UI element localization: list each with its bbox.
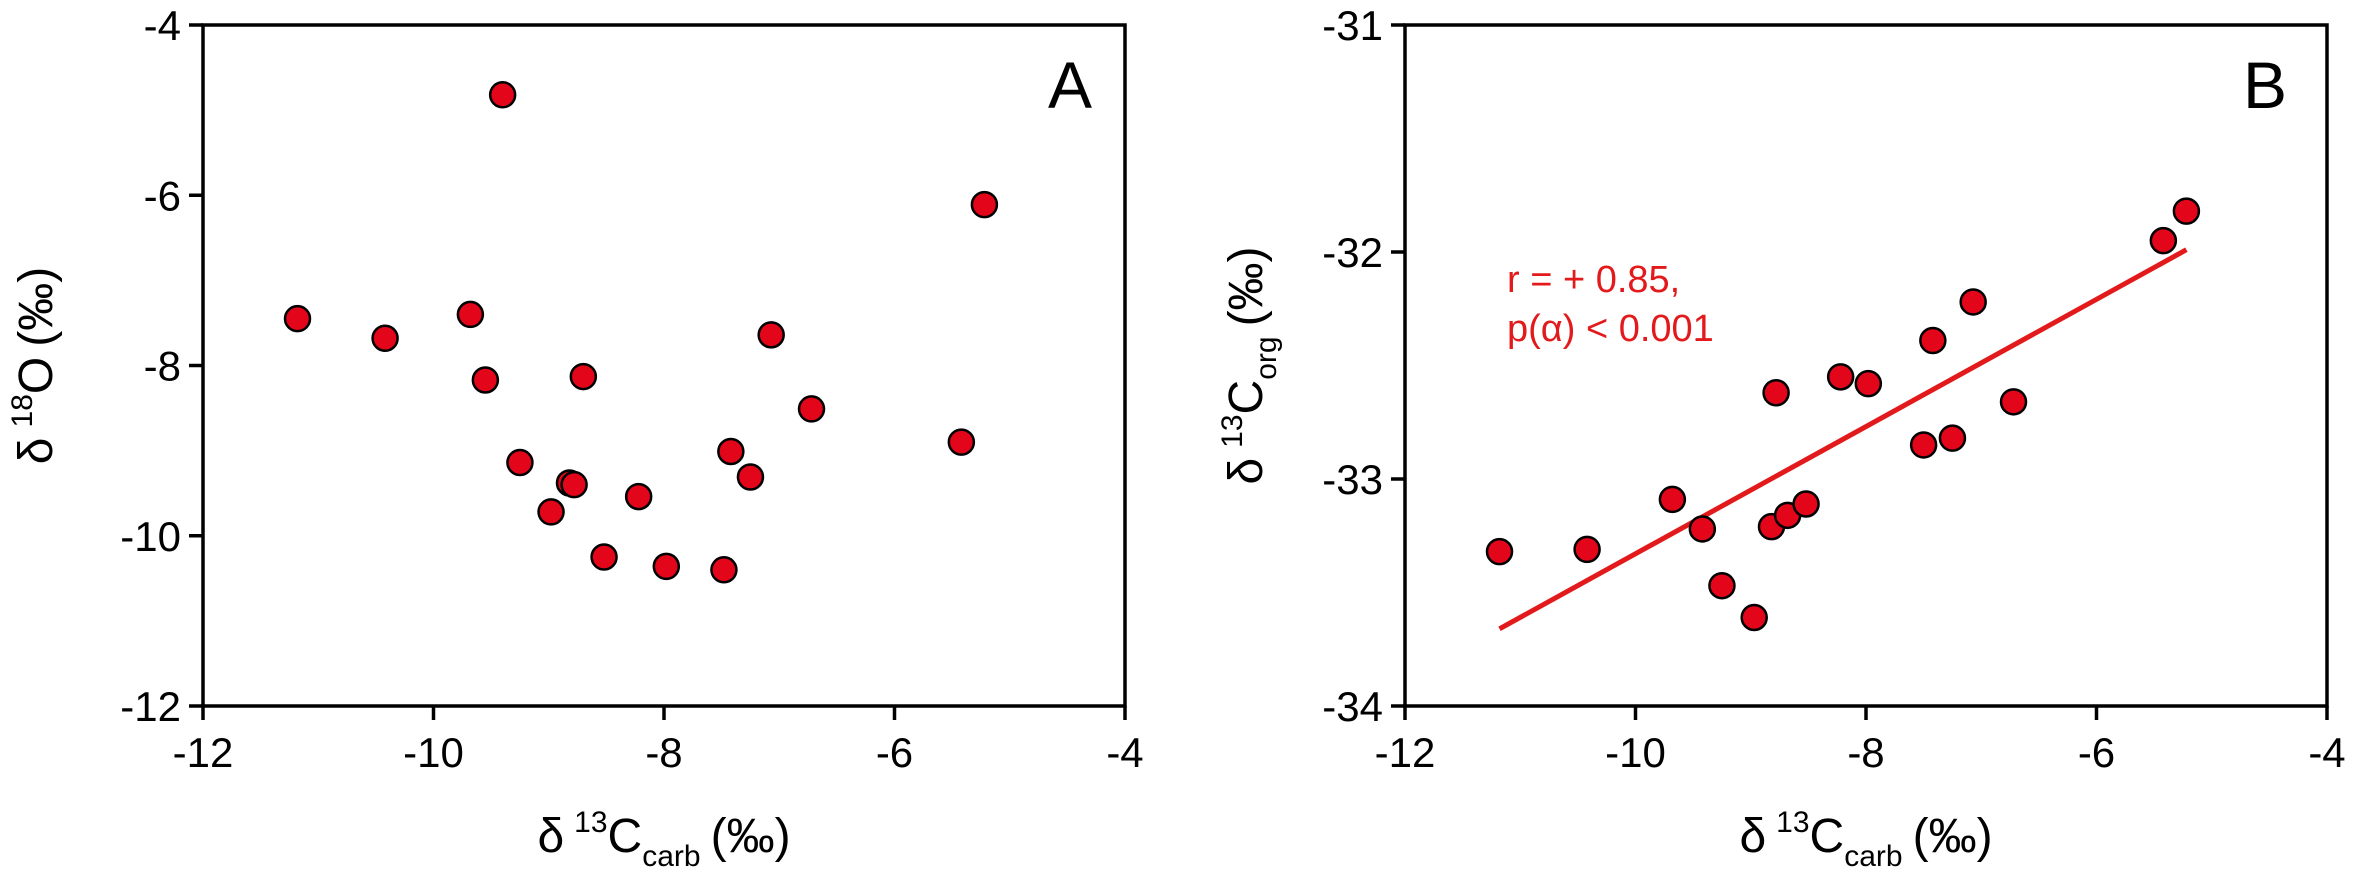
y-tick-label: -4 bbox=[144, 2, 181, 49]
x-axis-label: δ 13Ccarb (‰) bbox=[1739, 806, 1992, 868]
data-point bbox=[1959, 288, 1987, 316]
data-point bbox=[1740, 603, 1768, 632]
data-point bbox=[624, 482, 653, 511]
x-axis-label-delta: δ bbox=[1739, 810, 1766, 863]
y-axis-label-unit: (‰) bbox=[1220, 246, 1273, 326]
data-point bbox=[2149, 226, 2178, 255]
y-tick-label: -32 bbox=[1322, 229, 1383, 276]
data-point bbox=[970, 190, 999, 219]
x-tick-label: -10 bbox=[1605, 729, 1666, 776]
data-point bbox=[371, 324, 399, 353]
x-tick-label: -10 bbox=[403, 729, 464, 776]
data-point bbox=[1826, 363, 1855, 391]
x-tick-label: -8 bbox=[645, 729, 682, 776]
y-axis-label-sup: 18 bbox=[6, 394, 39, 427]
y-tick-label: -10 bbox=[120, 513, 181, 560]
x-axis-label-sub: carb bbox=[1844, 840, 1902, 868]
data-point bbox=[1708, 571, 1736, 600]
regression-annotation: r = + 0.85, bbox=[1507, 259, 1680, 301]
data-point bbox=[797, 395, 826, 423]
y-tick-label: -12 bbox=[120, 683, 181, 730]
data-point bbox=[488, 81, 517, 109]
data-point bbox=[1792, 490, 1820, 518]
data-point bbox=[569, 362, 598, 391]
y-axis-label-sub: org bbox=[1250, 336, 1283, 379]
regression-line bbox=[1498, 247, 2188, 632]
y-tick-label: -33 bbox=[1322, 456, 1383, 503]
x-tick-label: -4 bbox=[1106, 729, 1143, 776]
data-point bbox=[1485, 537, 1514, 566]
y-tick-label: -31 bbox=[1322, 2, 1383, 49]
data-point bbox=[1919, 326, 1947, 355]
y-axis-label-unit: (‰) bbox=[10, 267, 63, 347]
data-point bbox=[1999, 388, 2028, 416]
x-axis-label-base: C bbox=[608, 810, 643, 863]
y-axis-label: δ 13Corg (‰) bbox=[1216, 246, 1283, 484]
data-point bbox=[652, 552, 681, 581]
y-tick-label: -34 bbox=[1322, 683, 1383, 730]
x-tick-label: -6 bbox=[2078, 729, 2115, 776]
x-tick-label: -12 bbox=[173, 729, 234, 776]
y-axis-label-base: O bbox=[10, 357, 63, 394]
data-point bbox=[560, 470, 588, 499]
data-point bbox=[1762, 378, 1790, 407]
chart-panel-a: -12 -10 -8 -6 -4 -12 -10 -8 -6 -4 δ 13Ccarb (‰) δ 18O (… bbox=[6, 2, 1144, 873]
x-tick-label: -6 bbox=[876, 729, 913, 776]
data-point bbox=[471, 366, 500, 394]
y-axis-label-base: C bbox=[1220, 380, 1273, 415]
x-axis-label-unit: (‰) bbox=[711, 810, 791, 863]
y-axis-label-delta: δ bbox=[10, 437, 63, 464]
y-axis-label: δ 18O (‰) bbox=[6, 267, 63, 464]
y-axis-label-delta: δ bbox=[1220, 458, 1273, 485]
data-point bbox=[717, 437, 745, 466]
data-point bbox=[1938, 424, 1967, 452]
x-axis-label-unit: (‰) bbox=[1913, 810, 1993, 863]
data-point bbox=[947, 428, 976, 456]
panel-letter: A bbox=[1048, 48, 1092, 122]
data-point bbox=[1573, 535, 1601, 564]
data-point bbox=[456, 300, 485, 329]
regression-annotation: p(α) < 0.001 bbox=[1507, 308, 1714, 350]
data-point bbox=[710, 556, 738, 584]
data-point bbox=[283, 304, 312, 333]
data-point bbox=[1909, 431, 1938, 459]
x-axis-label: δ 13Ccarb (‰) bbox=[537, 806, 790, 868]
data-point bbox=[2172, 197, 2201, 225]
data-point bbox=[537, 498, 565, 526]
x-axis-label-delta: δ bbox=[537, 810, 564, 863]
x-axis-label-base: C bbox=[1810, 810, 1845, 863]
x-tick-label: -8 bbox=[1847, 729, 1884, 776]
x-tick-label: -12 bbox=[1375, 729, 1436, 776]
data-point bbox=[736, 463, 765, 491]
data-point bbox=[1688, 515, 1717, 543]
x-axis-label-sub: carb bbox=[642, 840, 700, 868]
y-axis-label-sup: 13 bbox=[1216, 414, 1249, 447]
x-axis-label-sup: 13 bbox=[574, 806, 607, 839]
chart-panel-b: -12 -10 -8 -6 -4-34-33-32-31δ 13Ccarb (‰)δ13Co… bbox=[1216, 2, 2346, 873]
y-tick-label: -6 bbox=[144, 172, 181, 219]
x-tick-label: -4 bbox=[2308, 729, 2345, 776]
data-point bbox=[757, 321, 785, 349]
data-point bbox=[506, 448, 534, 477]
data-point bbox=[1658, 485, 1687, 514]
x-axis-label-sup: 13 bbox=[1776, 806, 1809, 839]
data-point bbox=[1854, 369, 1883, 398]
panel-letter: B bbox=[2243, 48, 2287, 122]
plot-frame bbox=[201, 23, 1127, 708]
data-point bbox=[590, 543, 618, 571]
y-tick-label: -8 bbox=[144, 343, 181, 390]
